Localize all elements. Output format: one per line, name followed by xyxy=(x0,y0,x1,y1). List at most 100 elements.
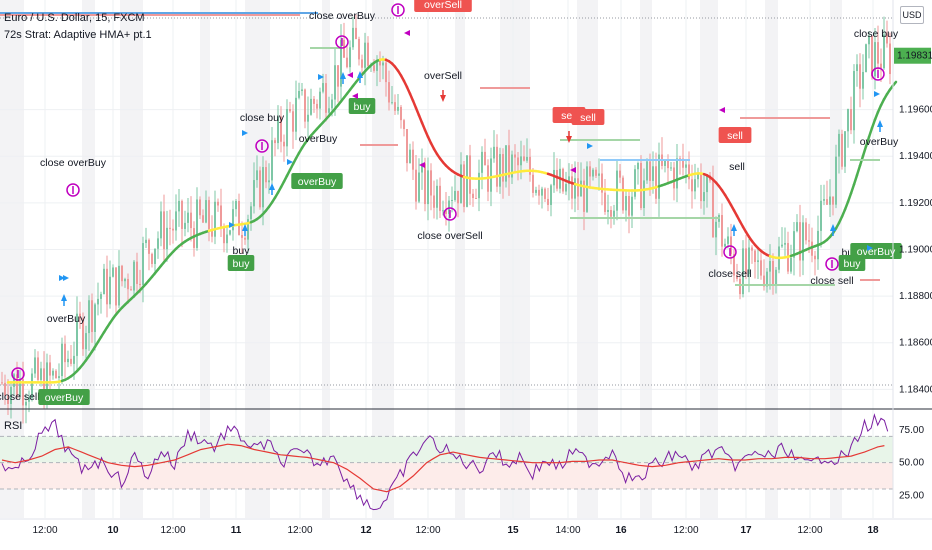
candle-body xyxy=(7,395,9,404)
candle-body xyxy=(454,190,456,200)
candle-body xyxy=(376,61,378,71)
signal-label-bg xyxy=(38,389,90,405)
candle-body xyxy=(112,267,114,277)
time-tick-label: 12:00 xyxy=(287,525,312,536)
candle-body xyxy=(172,228,174,231)
sell-signal-label[interactable]: sell xyxy=(571,109,605,125)
candle-body xyxy=(832,196,834,205)
candle-body xyxy=(553,169,555,186)
candle-body xyxy=(226,234,228,244)
candle-body xyxy=(238,200,240,235)
session-shade-band xyxy=(455,0,465,518)
time-tick-label: 14:00 xyxy=(555,525,580,536)
hma-segment xyxy=(870,118,877,130)
buy-signal-label[interactable]: overBuy xyxy=(291,173,343,189)
buy-signal-label[interactable]: buy xyxy=(348,98,376,114)
candle-body xyxy=(667,160,669,169)
candle-body xyxy=(445,210,447,214)
price-tick-label: 1.18600 xyxy=(899,338,932,349)
candle-body xyxy=(733,254,735,276)
signal-arrow-head xyxy=(566,136,572,143)
candle-body xyxy=(592,169,594,177)
candle-body xyxy=(547,198,549,205)
candle-body xyxy=(55,370,57,379)
candle-body xyxy=(784,243,786,245)
signal-text-label: close sell xyxy=(0,391,40,403)
price-axis[interactable]: 1.19600 1.19400 1.19200 1.19000 1.18800 1.186… xyxy=(899,105,932,396)
candle-body xyxy=(748,247,750,275)
candle-body xyxy=(91,300,93,332)
candle-body xyxy=(529,156,531,175)
currency-badge[interactable]: USD xyxy=(900,6,924,24)
candle-body xyxy=(673,167,675,189)
candle-body xyxy=(283,141,285,147)
candle-body xyxy=(34,357,36,374)
buy-signal-label[interactable]: buy xyxy=(227,255,255,271)
candle-body xyxy=(841,133,843,167)
candle-body xyxy=(865,44,867,72)
candle-body xyxy=(208,200,210,230)
candle-body xyxy=(694,179,696,192)
candle-body xyxy=(151,253,153,264)
signal-arrow-head xyxy=(440,95,446,102)
candle-body xyxy=(277,116,279,144)
hma-segment xyxy=(414,106,421,117)
hma-segment xyxy=(843,200,850,211)
candle-body xyxy=(85,333,87,350)
candle-body xyxy=(766,271,768,287)
candle-body xyxy=(649,161,651,181)
candle-body xyxy=(262,167,264,208)
candle-body xyxy=(490,158,492,192)
rsi-axis[interactable]: 75.00 50.00 25.00 xyxy=(899,425,924,502)
candle-body xyxy=(565,184,567,192)
hma-segment xyxy=(852,173,859,186)
candle-body xyxy=(883,34,885,69)
candle-body xyxy=(478,172,480,199)
candle-body xyxy=(751,247,753,251)
sell-signal-label[interactable]: sell xyxy=(718,127,752,143)
time-tick-label: 11 xyxy=(231,525,242,536)
candle-body xyxy=(631,196,633,216)
signal-label-bg xyxy=(348,98,376,114)
candle-body xyxy=(406,129,408,164)
candle-body xyxy=(514,154,516,158)
candle-body xyxy=(304,89,306,122)
buy-signal-label[interactable]: overBuy xyxy=(38,389,90,405)
candle-body xyxy=(178,200,180,212)
candle-body xyxy=(61,343,63,377)
candle-body xyxy=(856,64,858,72)
candle-body xyxy=(496,146,498,187)
sell-signal-label[interactable]: overSell xyxy=(414,0,472,12)
time-tick-label: 10 xyxy=(107,525,119,536)
candle-body xyxy=(157,238,159,249)
close-position-marker xyxy=(871,67,885,81)
candle-body xyxy=(94,304,96,332)
candle-body xyxy=(346,57,348,68)
candle-body xyxy=(199,199,201,216)
candle-body xyxy=(844,131,846,167)
signal-label-text: buy xyxy=(233,258,251,270)
candle-body xyxy=(466,155,468,207)
candle-body xyxy=(148,239,150,254)
candle-body xyxy=(331,99,333,109)
signal-arrow-head xyxy=(419,162,425,168)
hma-segment xyxy=(846,192,853,204)
candle-body xyxy=(106,268,108,305)
price-tick-label: 1.18400 xyxy=(899,384,932,395)
candle-body xyxy=(394,102,396,111)
candle-body xyxy=(874,42,876,77)
candle-body xyxy=(310,98,312,115)
candle-body xyxy=(286,109,288,147)
candle-body xyxy=(769,261,771,272)
session-shade-band xyxy=(640,0,652,518)
time-tick-label: 16 xyxy=(615,525,627,536)
candle-body xyxy=(556,169,558,189)
buy-signal-label[interactable]: overBuy xyxy=(850,243,902,259)
candle-body xyxy=(862,71,864,89)
candle-body xyxy=(877,42,879,64)
time-axis[interactable]: 12:00 10 12:00 11 12:00 12 12:00 15 14:00 16 12:00… xyxy=(32,525,879,536)
candle-body xyxy=(337,65,339,87)
candle-body xyxy=(607,209,609,212)
candle-body xyxy=(586,166,588,212)
